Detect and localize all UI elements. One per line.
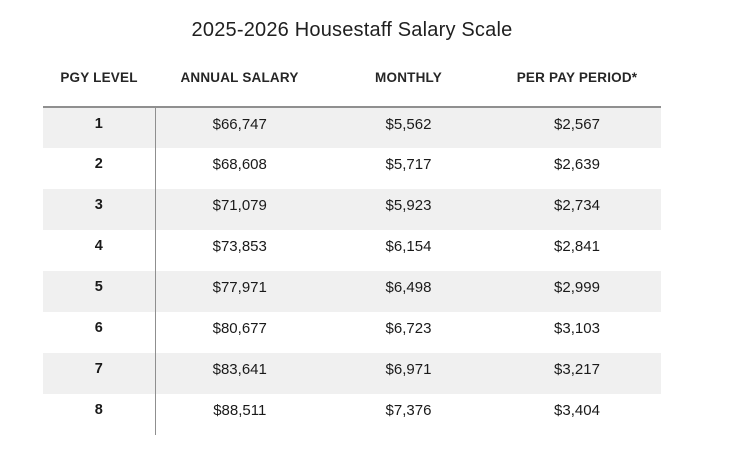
monthly-cell: $6,154 <box>385 238 432 255</box>
pgy-level-cell: 5 <box>43 271 156 312</box>
column-header-per-pay-period: PER PAY PERIOD* <box>516 70 638 85</box>
annual-salary-cell: $83,641 <box>155 353 324 394</box>
pgy-level-cell: 6 <box>43 312 156 353</box>
pgy-level-cell: 2 <box>43 148 156 189</box>
table-row: 6 $80,677 $6,723 $3,103 <box>43 312 661 353</box>
annual-salary-cell: $77,971 <box>155 271 324 312</box>
per-pay-period-cell: $3,217 <box>493 353 661 394</box>
table-row: 3 $71,079 $5,923 $2,734 <box>43 189 661 230</box>
pgy-level-cell: 8 <box>43 394 156 435</box>
annual-salary-cell: $68,608 <box>212 156 267 173</box>
pgy-level-cell: 1 <box>43 106 156 148</box>
annual-salary-cell: $66,747 <box>155 106 324 148</box>
monthly-cell: $6,723 <box>385 320 432 337</box>
column-header-monthly: MONTHLY <box>375 70 442 85</box>
monthly-cell: $7,376 <box>385 402 432 419</box>
monthly-cell: $6,498 <box>324 271 493 312</box>
per-pay-period-cell: $2,841 <box>554 238 600 255</box>
per-pay-period-cell: $2,999 <box>493 271 661 312</box>
monthly-cell: $5,923 <box>324 189 493 230</box>
table-row: 5 $77,971 $6,498 $2,999 <box>43 271 661 312</box>
table-row: 8 $88,511 $7,376 $3,404 <box>43 394 661 435</box>
salary-table: PGY LEVEL ANNUAL SALARY MONTHLY PER PAY … <box>43 42 661 435</box>
monthly-cell: $5,717 <box>385 156 432 173</box>
per-pay-period-cell: $2,734 <box>493 189 661 230</box>
table-row: 1 $66,747 $5,562 $2,567 <box>43 106 661 148</box>
annual-salary-cell: $80,677 <box>212 320 267 337</box>
per-pay-period-cell: $3,404 <box>554 402 600 419</box>
annual-salary-cell: $71,079 <box>155 189 324 230</box>
page-title: 2025-2026 Housestaff Salary Scale <box>191 19 513 41</box>
column-header-annual-salary: ANNUAL SALARY <box>180 70 299 85</box>
column-header-pgy-level: PGY LEVEL <box>60 70 138 85</box>
per-pay-period-cell: $2,567 <box>493 106 661 148</box>
monthly-cell: $5,562 <box>324 106 493 148</box>
per-pay-period-cell: $3,103 <box>554 320 600 337</box>
annual-salary-cell: $73,853 <box>212 238 267 255</box>
salary-scale-document: 2025-2026 Housestaff Salary Scale PGY LE… <box>43 19 661 435</box>
pgy-level-cell: 3 <box>43 189 156 230</box>
pgy-level-cell: 7 <box>43 353 156 394</box>
table-row: 4 $73,853 $6,154 $2,841 <box>43 230 661 271</box>
table-row: 7 $83,641 $6,971 $3,217 <box>43 353 661 394</box>
per-pay-period-cell: $2,639 <box>554 156 600 173</box>
table-header-row: PGY LEVEL ANNUAL SALARY MONTHLY PER PAY … <box>43 42 661 107</box>
table-row: 2 $68,608 $5,717 $2,639 <box>43 148 661 189</box>
annual-salary-cell: $88,511 <box>213 402 267 419</box>
monthly-cell: $6,971 <box>324 353 493 394</box>
pgy-level-cell: 4 <box>43 230 156 271</box>
